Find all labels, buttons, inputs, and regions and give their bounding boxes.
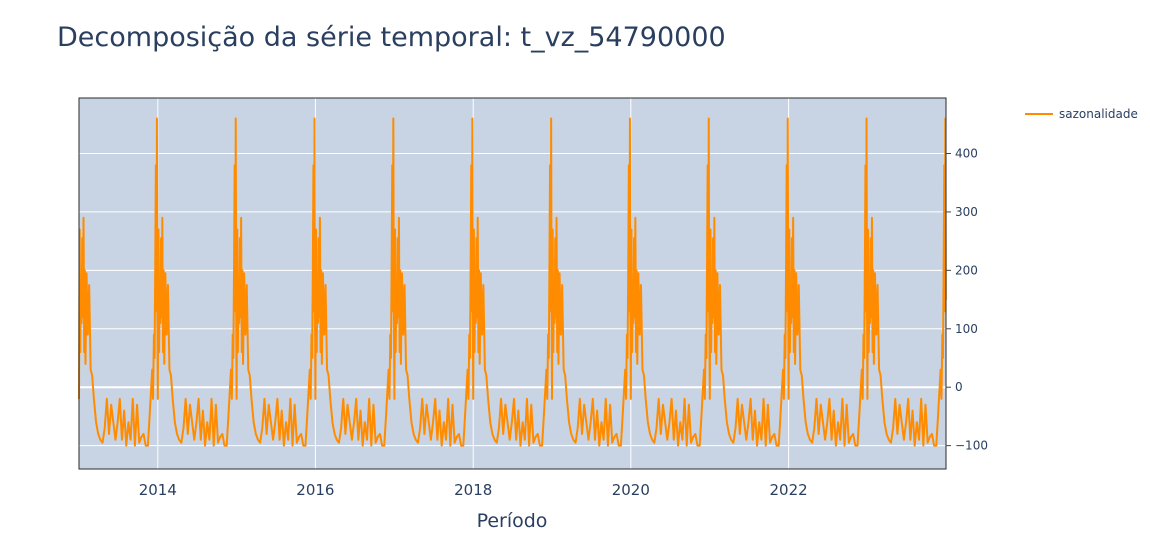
y-tick-label: 0 [955, 380, 963, 394]
x-tick-label: 2020 [612, 481, 650, 499]
series-layer [78, 117, 947, 447]
chart-title: Decomposição da série temporal: t_vz_547… [57, 22, 726, 53]
y-tick-label: 200 [955, 263, 978, 277]
plot-frame [78, 97, 947, 470]
x-tick-label: 2014 [139, 481, 177, 499]
legend-label-sazonalidade: sazonalidade [1059, 107, 1138, 121]
y-axis-ticks: 400 300 200 100 0 −100 [946, 147, 988, 453]
x-tick-label: 2018 [454, 481, 492, 499]
x-tick-label: 2016 [296, 481, 334, 499]
legend[interactable]: sazonalidade [1025, 107, 1138, 121]
y-tick-label: 100 [955, 322, 978, 336]
y-tick-label: 300 [955, 205, 978, 219]
y-tick-label: 400 [955, 147, 978, 161]
y-tick-label: −100 [955, 439, 988, 453]
x-axis-ticks: 2014 2016 2018 2020 2022 [139, 481, 808, 499]
x-axis-label: Período [477, 510, 548, 532]
series-line-sazonalidade[interactable] [78, 117, 947, 447]
x-tick-label: 2022 [770, 481, 808, 499]
